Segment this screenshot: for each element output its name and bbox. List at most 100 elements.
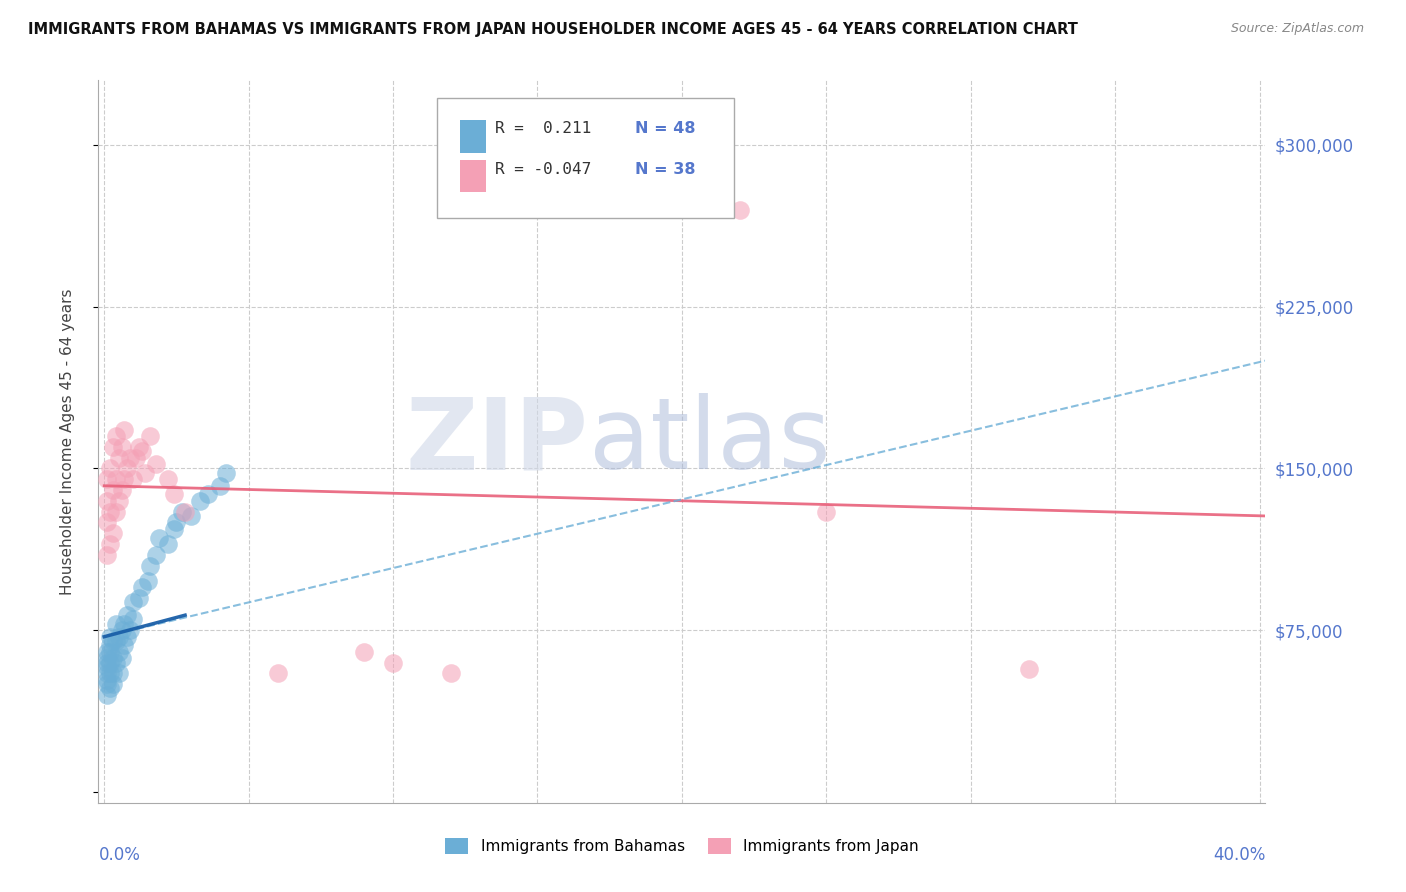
Point bbox=[104, 616, 127, 631]
Text: IMMIGRANTS FROM BAHAMAS VS IMMIGRANTS FROM JAPAN HOUSEHOLDER INCOME AGES 45 - 64: IMMIGRANTS FROM BAHAMAS VS IMMIGRANTS FR… bbox=[28, 22, 1078, 37]
Point bbox=[110, 440, 132, 454]
Point bbox=[107, 493, 129, 508]
Point bbox=[728, 202, 751, 217]
Point bbox=[136, 574, 159, 588]
Bar bbox=[460, 120, 486, 153]
Point bbox=[96, 666, 118, 681]
Point bbox=[214, 466, 236, 480]
Point bbox=[122, 595, 145, 609]
Point bbox=[98, 505, 121, 519]
Point bbox=[104, 634, 127, 648]
Point bbox=[110, 483, 132, 497]
Point bbox=[107, 666, 129, 681]
Point bbox=[208, 479, 231, 493]
Point bbox=[1018, 662, 1040, 676]
Point bbox=[107, 630, 129, 644]
Point bbox=[117, 608, 139, 623]
Point bbox=[165, 516, 187, 530]
Point bbox=[98, 537, 121, 551]
Point bbox=[131, 444, 153, 458]
Point bbox=[117, 461, 139, 475]
Point bbox=[148, 531, 170, 545]
Point bbox=[104, 656, 127, 670]
Text: 40.0%: 40.0% bbox=[1213, 847, 1265, 864]
Point bbox=[162, 487, 184, 501]
Bar bbox=[460, 160, 486, 193]
Point bbox=[122, 472, 145, 486]
Point bbox=[112, 472, 135, 486]
Point bbox=[107, 450, 129, 465]
Point bbox=[96, 660, 118, 674]
Point bbox=[104, 429, 127, 443]
Point bbox=[98, 656, 121, 670]
Point bbox=[101, 526, 124, 541]
Text: Source: ZipAtlas.com: Source: ZipAtlas.com bbox=[1230, 22, 1364, 36]
Point bbox=[139, 558, 162, 573]
Point bbox=[98, 681, 121, 696]
Point bbox=[101, 483, 124, 497]
Point bbox=[128, 440, 150, 454]
Point bbox=[122, 612, 145, 626]
Point bbox=[156, 537, 179, 551]
Text: ZIP: ZIP bbox=[406, 393, 589, 490]
Point bbox=[815, 505, 838, 519]
Point bbox=[98, 630, 121, 644]
Point bbox=[101, 666, 124, 681]
FancyBboxPatch shape bbox=[437, 98, 734, 218]
Legend: Immigrants from Bahamas, Immigrants from Japan: Immigrants from Bahamas, Immigrants from… bbox=[439, 832, 925, 860]
Point bbox=[120, 450, 142, 465]
Point bbox=[98, 645, 121, 659]
Point bbox=[107, 645, 129, 659]
Point bbox=[96, 493, 118, 508]
Point bbox=[131, 580, 153, 594]
Point bbox=[145, 457, 167, 471]
Point bbox=[104, 505, 127, 519]
Text: N = 38: N = 38 bbox=[636, 162, 696, 178]
Text: R =  0.211: R = 0.211 bbox=[495, 121, 592, 136]
Point bbox=[125, 450, 148, 465]
Point bbox=[104, 472, 127, 486]
Text: R = -0.047: R = -0.047 bbox=[495, 162, 592, 178]
Point bbox=[96, 645, 118, 659]
Point bbox=[96, 548, 118, 562]
Point bbox=[174, 505, 197, 519]
Point bbox=[134, 466, 156, 480]
Point bbox=[101, 634, 124, 648]
Text: N = 48: N = 48 bbox=[636, 121, 696, 136]
Point bbox=[117, 630, 139, 644]
Point bbox=[112, 616, 135, 631]
Point bbox=[112, 423, 135, 437]
Point bbox=[98, 461, 121, 475]
Point bbox=[172, 505, 194, 519]
Point bbox=[110, 624, 132, 638]
Point bbox=[128, 591, 150, 605]
Point bbox=[120, 624, 142, 638]
Point bbox=[145, 548, 167, 562]
Point bbox=[162, 522, 184, 536]
Text: atlas: atlas bbox=[589, 393, 830, 490]
Point bbox=[139, 429, 162, 443]
Point bbox=[96, 651, 118, 665]
Point bbox=[96, 688, 118, 702]
Point bbox=[98, 666, 121, 681]
Point bbox=[101, 677, 124, 691]
Point bbox=[101, 440, 124, 454]
Y-axis label: Householder Income Ages 45 - 64 years: Householder Income Ages 45 - 64 years bbox=[60, 288, 75, 595]
Point bbox=[382, 656, 405, 670]
Point bbox=[110, 651, 132, 665]
Point bbox=[440, 666, 463, 681]
Point bbox=[96, 656, 118, 670]
Point bbox=[112, 638, 135, 652]
Point bbox=[353, 645, 375, 659]
Point bbox=[98, 638, 121, 652]
Point bbox=[266, 666, 288, 681]
Text: 0.0%: 0.0% bbox=[98, 847, 141, 864]
Point bbox=[197, 487, 219, 501]
Point bbox=[156, 472, 179, 486]
Point bbox=[101, 651, 124, 665]
Point bbox=[188, 493, 211, 508]
Point bbox=[180, 508, 202, 523]
Point bbox=[96, 677, 118, 691]
Point bbox=[96, 472, 118, 486]
Point bbox=[96, 673, 118, 687]
